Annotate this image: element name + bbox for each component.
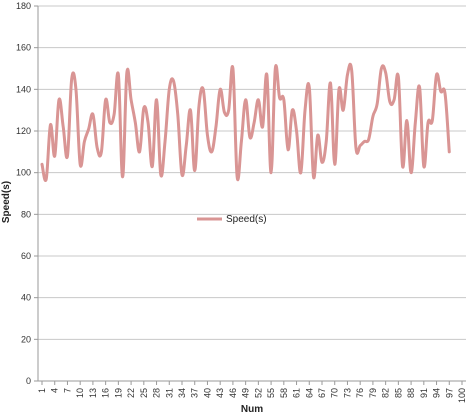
x-tick-label: 13 bbox=[88, 388, 98, 398]
x-tick-label: 76 bbox=[355, 388, 365, 398]
x-tick-label: 52 bbox=[253, 388, 263, 398]
x-tick-label: 28 bbox=[152, 388, 162, 398]
y-tick-label: 60 bbox=[21, 251, 31, 261]
x-tick-label: 25 bbox=[139, 388, 149, 398]
y-tick-label: 120 bbox=[16, 126, 31, 136]
legend: Speed(s) bbox=[197, 214, 267, 225]
y-tick-label: 0 bbox=[26, 376, 31, 386]
x-tick-label: 55 bbox=[266, 388, 276, 398]
y-tick-label: 80 bbox=[21, 209, 31, 219]
series-line-0 bbox=[40, 62, 451, 182]
x-tick-label: 58 bbox=[279, 388, 289, 398]
y-axis-ticks: 0 20 40 60 80 100 120 140 160 180 bbox=[16, 1, 38, 386]
x-tick-label: 40 bbox=[202, 388, 212, 398]
x-tick-label: 22 bbox=[126, 388, 136, 398]
x-tick-label: 46 bbox=[228, 388, 238, 398]
x-tick-label: 10 bbox=[75, 388, 85, 398]
x-tick-label: 61 bbox=[292, 388, 302, 398]
x-tick-label: 7 bbox=[62, 388, 72, 393]
x-tick-label: 82 bbox=[381, 388, 391, 398]
x-tick-label: 16 bbox=[101, 388, 111, 398]
x-axis-ticks: 1 4 7 10 13 16 19 22 25 28 31 34 37 40 43 46 49 52 55 58 61 6… bbox=[37, 381, 467, 403]
y-tick-label: 40 bbox=[21, 293, 31, 303]
x-tick-label: 49 bbox=[241, 388, 251, 398]
x-tick-label: 67 bbox=[317, 388, 327, 398]
x-axis-title: Num bbox=[241, 404, 263, 414]
y-tick-label: 20 bbox=[21, 334, 31, 344]
y-tick-label: 140 bbox=[16, 84, 31, 94]
x-tick-label: 1 bbox=[37, 388, 47, 393]
x-tick-label: 79 bbox=[368, 388, 378, 398]
x-tick-label: 100 bbox=[457, 388, 467, 403]
x-tick-label: 73 bbox=[342, 388, 352, 398]
x-tick-label: 43 bbox=[215, 388, 225, 398]
y-tick-label: 100 bbox=[16, 168, 31, 178]
series-group bbox=[40, 62, 451, 182]
x-tick-label: 91 bbox=[419, 388, 429, 398]
x-tick-label: 70 bbox=[330, 388, 340, 398]
x-tick-label: 88 bbox=[406, 388, 416, 398]
x-tick-label: 34 bbox=[177, 388, 187, 398]
legend-label: Speed(s) bbox=[226, 214, 267, 225]
grid-lines bbox=[38, 5, 466, 340]
y-tick-label: 160 bbox=[16, 43, 31, 53]
x-tick-label: 97 bbox=[444, 388, 454, 398]
x-tick-label: 94 bbox=[432, 388, 442, 398]
x-tick-label: 4 bbox=[50, 388, 60, 393]
x-tick-label: 85 bbox=[393, 388, 403, 398]
y-axis-title: Speed(s) bbox=[1, 181, 12, 223]
x-tick-label: 31 bbox=[164, 388, 174, 398]
x-tick-label: 64 bbox=[304, 388, 314, 398]
x-tick-label: 37 bbox=[190, 388, 200, 398]
y-tick-label: 180 bbox=[16, 1, 31, 11]
x-tick-label: 19 bbox=[113, 388, 123, 398]
